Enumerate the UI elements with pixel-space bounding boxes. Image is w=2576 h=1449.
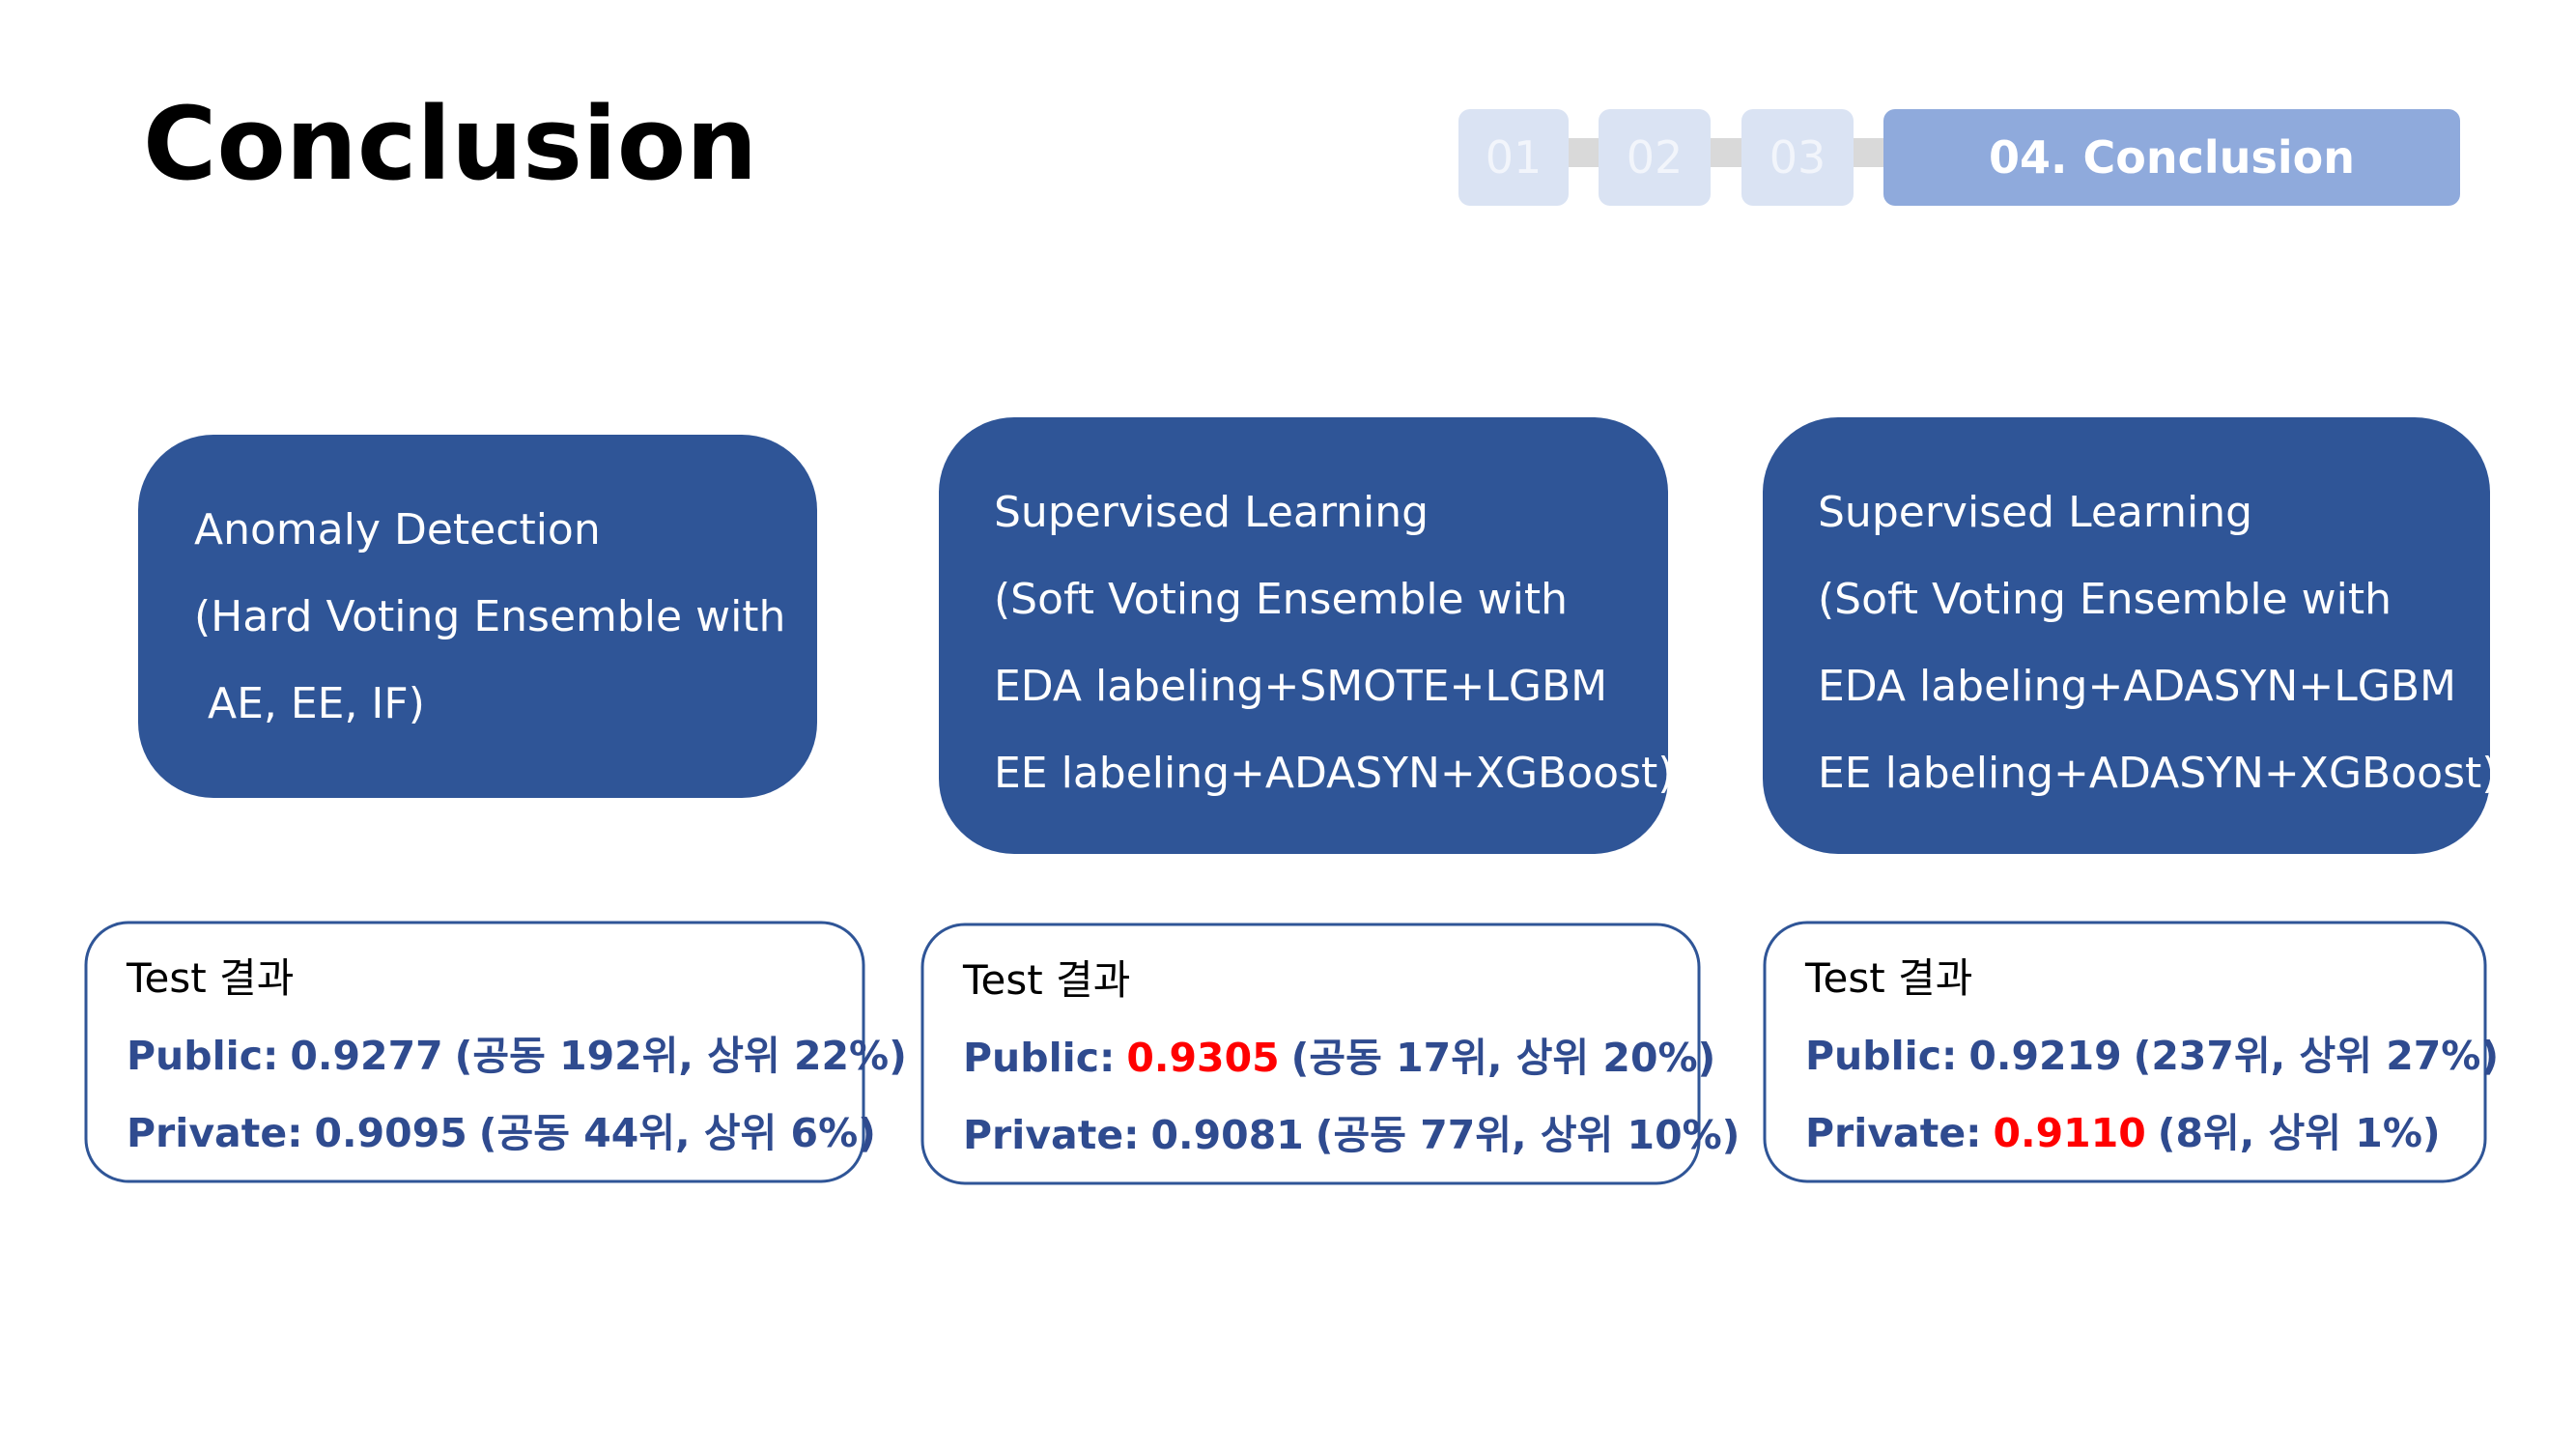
nav-connector (1569, 138, 1599, 167)
method-card-line: (Hard Voting Ensemble with (194, 592, 785, 641)
method-card-line: EDA labeling+ADASYN+LGBM (1818, 662, 2456, 711)
result-detail: (공동 192위, 상위 22%) (455, 1033, 907, 1079)
result-label: Public: (963, 1035, 1115, 1081)
result-box (84, 921, 865, 1183)
result-label: Private: (127, 1110, 303, 1156)
result-box (1763, 921, 2487, 1183)
method-card-line: AE, EE, IF) (194, 679, 425, 728)
result-line: Public: 0.9305 (공동 17위, 상위 20%) (963, 1035, 1715, 1081)
nav-connector (1711, 138, 1741, 167)
result-label: Public: (1805, 1033, 1957, 1079)
method-card-line: (Soft Voting Ensemble with (1818, 575, 2392, 624)
result-detail: (공동 77위, 상위 10%) (1316, 1112, 1741, 1158)
nav-step (1599, 109, 1711, 206)
nav-step (1458, 109, 1569, 206)
nav-step-label: 03 (1769, 131, 1826, 184)
nav-step-label: 01 (1486, 131, 1543, 184)
result-value: 0.9081 (1151, 1112, 1304, 1158)
result-heading: Test 결과 (1804, 954, 1972, 1002)
nav-step (1741, 109, 1854, 206)
result-value: 0.9219 (1968, 1033, 2121, 1079)
result-box (920, 923, 1701, 1185)
result-detail: (237위, 상위 27%) (2134, 1033, 2499, 1079)
result-value: 0.9095 (315, 1110, 467, 1156)
result-line: Public: 0.9277 (공동 192위, 상위 22%) (127, 1033, 907, 1079)
result-value: 0.9110 (1994, 1110, 2146, 1156)
result-value: 0.9305 (1126, 1035, 1279, 1081)
method-card-line: EDA labeling+SMOTE+LGBM (994, 662, 1607, 711)
method-card (138, 435, 817, 798)
method-card-line: EE labeling+ADASYN+XGBoost) (1818, 749, 2498, 798)
method-card-line: Supervised Learning (994, 488, 1429, 537)
result-line: Public: 0.9219 (237위, 상위 27%) (1805, 1033, 2499, 1079)
result-line: Private: 0.9081 (공동 77위, 상위 10%) (963, 1112, 1740, 1158)
method-card (939, 417, 1668, 854)
nav-step-label: 04. Conclusion (1989, 131, 2355, 184)
result-label: Public: (127, 1033, 278, 1079)
method-card-line: EE labeling+ADASYN+XGBoost) (994, 749, 1674, 798)
result-detail: (8위, 상위 1%) (2158, 1110, 2441, 1156)
result-heading: Test 결과 (962, 956, 1130, 1004)
method-card-line: (Soft Voting Ensemble with (994, 575, 1568, 624)
nav-step-label: 02 (1627, 131, 1684, 184)
result-value: 0.9277 (290, 1033, 442, 1079)
result-line: Private: 0.9110 (8위, 상위 1%) (1805, 1110, 2441, 1156)
result-detail: (공동 17위, 상위 20%) (1291, 1035, 1716, 1081)
result-label: Private: (1805, 1110, 1982, 1156)
nav-step (1883, 109, 2460, 206)
nav-connector (1854, 138, 1883, 167)
result-heading: Test 결과 (126, 954, 294, 1002)
result-line: Private: 0.9095 (공동 44위, 상위 6%) (127, 1110, 876, 1156)
method-card-line: Supervised Learning (1818, 488, 2252, 537)
method-card-line: Anomaly Detection (194, 505, 601, 554)
slide-title: Conclusion (143, 85, 757, 203)
result-detail: (공동 44위, 상위 6%) (479, 1110, 876, 1156)
result-label: Private: (963, 1112, 1140, 1158)
method-card (1763, 417, 2490, 854)
